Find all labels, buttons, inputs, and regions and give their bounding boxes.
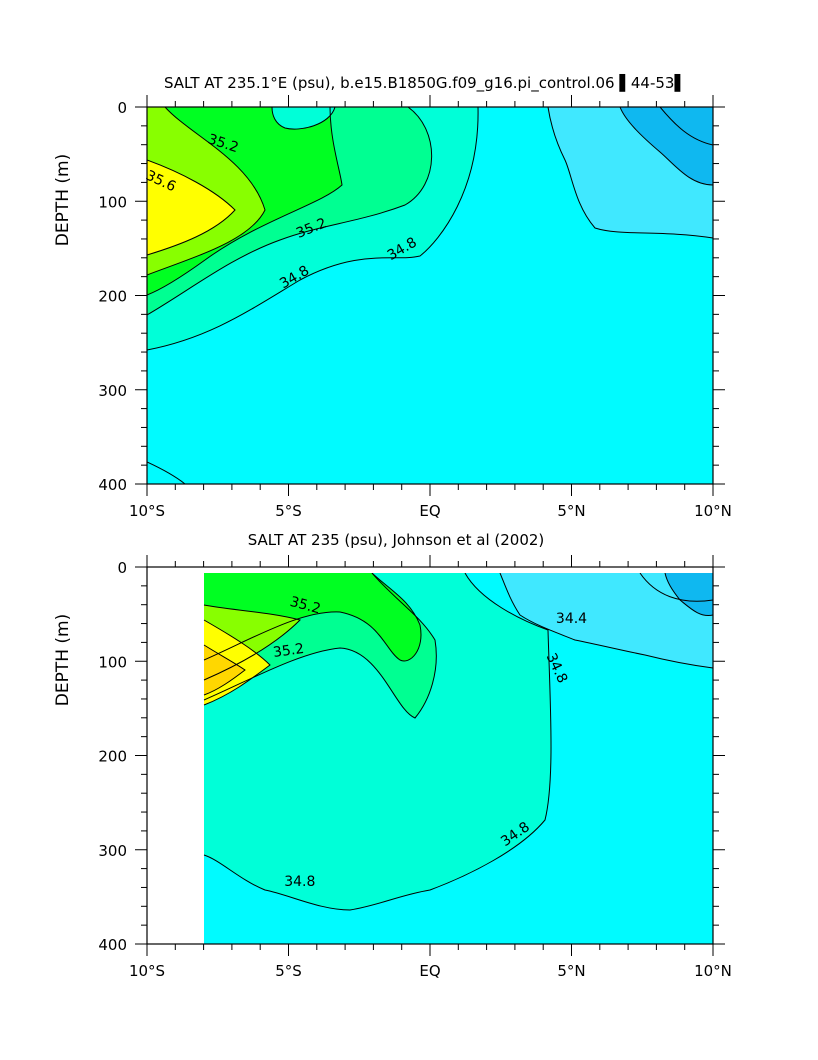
contour-label: 34.8 — [284, 874, 315, 890]
contour-line — [499, 573, 713, 669]
x-tick-label: 5°S — [275, 502, 302, 520]
contour-line — [203, 644, 246, 696]
contour-line — [147, 107, 433, 316]
contour-line — [147, 461, 186, 484]
contour-line — [147, 107, 479, 351]
y-tick-label: 300 — [98, 382, 127, 400]
bottom-y-axis-label: DEPTH (m) — [53, 614, 73, 706]
contour-label: 35.2 — [272, 641, 305, 661]
x-tick-label: 10°S — [129, 962, 165, 980]
y-tick-label: 400 — [98, 476, 127, 494]
contour-line — [619, 107, 713, 186]
contour-label: 35.2 — [288, 594, 322, 618]
contour-line — [203, 573, 422, 662]
x-tick-label: 5°N — [557, 962, 585, 980]
contour-line — [147, 159, 236, 256]
bottom-chart-title: SALT AT 235 (psu), Johnson et al (2002) — [248, 531, 545, 549]
contour-line — [203, 573, 437, 719]
contour-line — [659, 107, 713, 146]
salinity-band — [272, 107, 335, 130]
top-panel: SALT AT 235.1°E (psu), b.e15.B1850G.f09_… — [53, 73, 732, 520]
contour-line — [147, 107, 343, 296]
y-tick-label: 0 — [117, 559, 127, 577]
x-tick-label: EQ — [419, 502, 440, 520]
salinity-band — [665, 573, 713, 616]
salinity-band — [204, 645, 245, 695]
contour-line — [547, 107, 713, 239]
salinity-band — [500, 573, 713, 668]
y-tick-label: 100 — [98, 653, 127, 671]
y-tick-label: 200 — [98, 288, 127, 306]
bottom-salinity-field — [204, 573, 713, 944]
salinity-band — [204, 573, 421, 661]
x-tick-label: EQ — [419, 962, 440, 980]
top-y-axis-label: DEPTH (m) — [53, 154, 73, 246]
x-tick-label: 5°S — [275, 962, 302, 980]
contour-line — [203, 604, 301, 681]
salinity-band — [660, 107, 713, 145]
x-tick-label: 10°N — [694, 962, 732, 980]
top-chart-title: SALT AT 235.1°E (psu), b.e15.B1850G.f09_… — [164, 73, 686, 93]
bottom-panel: SALT AT 235 (psu), Johnson et al (2002) … — [53, 531, 732, 980]
y-tick-label: 400 — [98, 936, 127, 954]
salinity-band — [147, 160, 235, 255]
contour-line — [271, 107, 336, 130]
x-tick-label: 10°S — [129, 502, 165, 520]
top-salinity-field — [147, 107, 713, 484]
y-tick-label: 0 — [117, 99, 127, 117]
contour-line — [203, 619, 271, 706]
top-contour-lines — [147, 107, 713, 484]
contour-label: 34.4 — [556, 611, 587, 627]
y-tick-label: 200 — [98, 748, 127, 766]
y-tick-label: 300 — [98, 842, 127, 860]
x-tick-label: 10°N — [694, 502, 732, 520]
y-tick-label: 100 — [98, 193, 127, 211]
contour-line — [639, 573, 713, 602]
contour-line — [203, 573, 552, 911]
x-tick-label: 5°N — [557, 502, 585, 520]
bottom-contour-lines — [203, 573, 713, 911]
contour-line — [147, 107, 266, 276]
